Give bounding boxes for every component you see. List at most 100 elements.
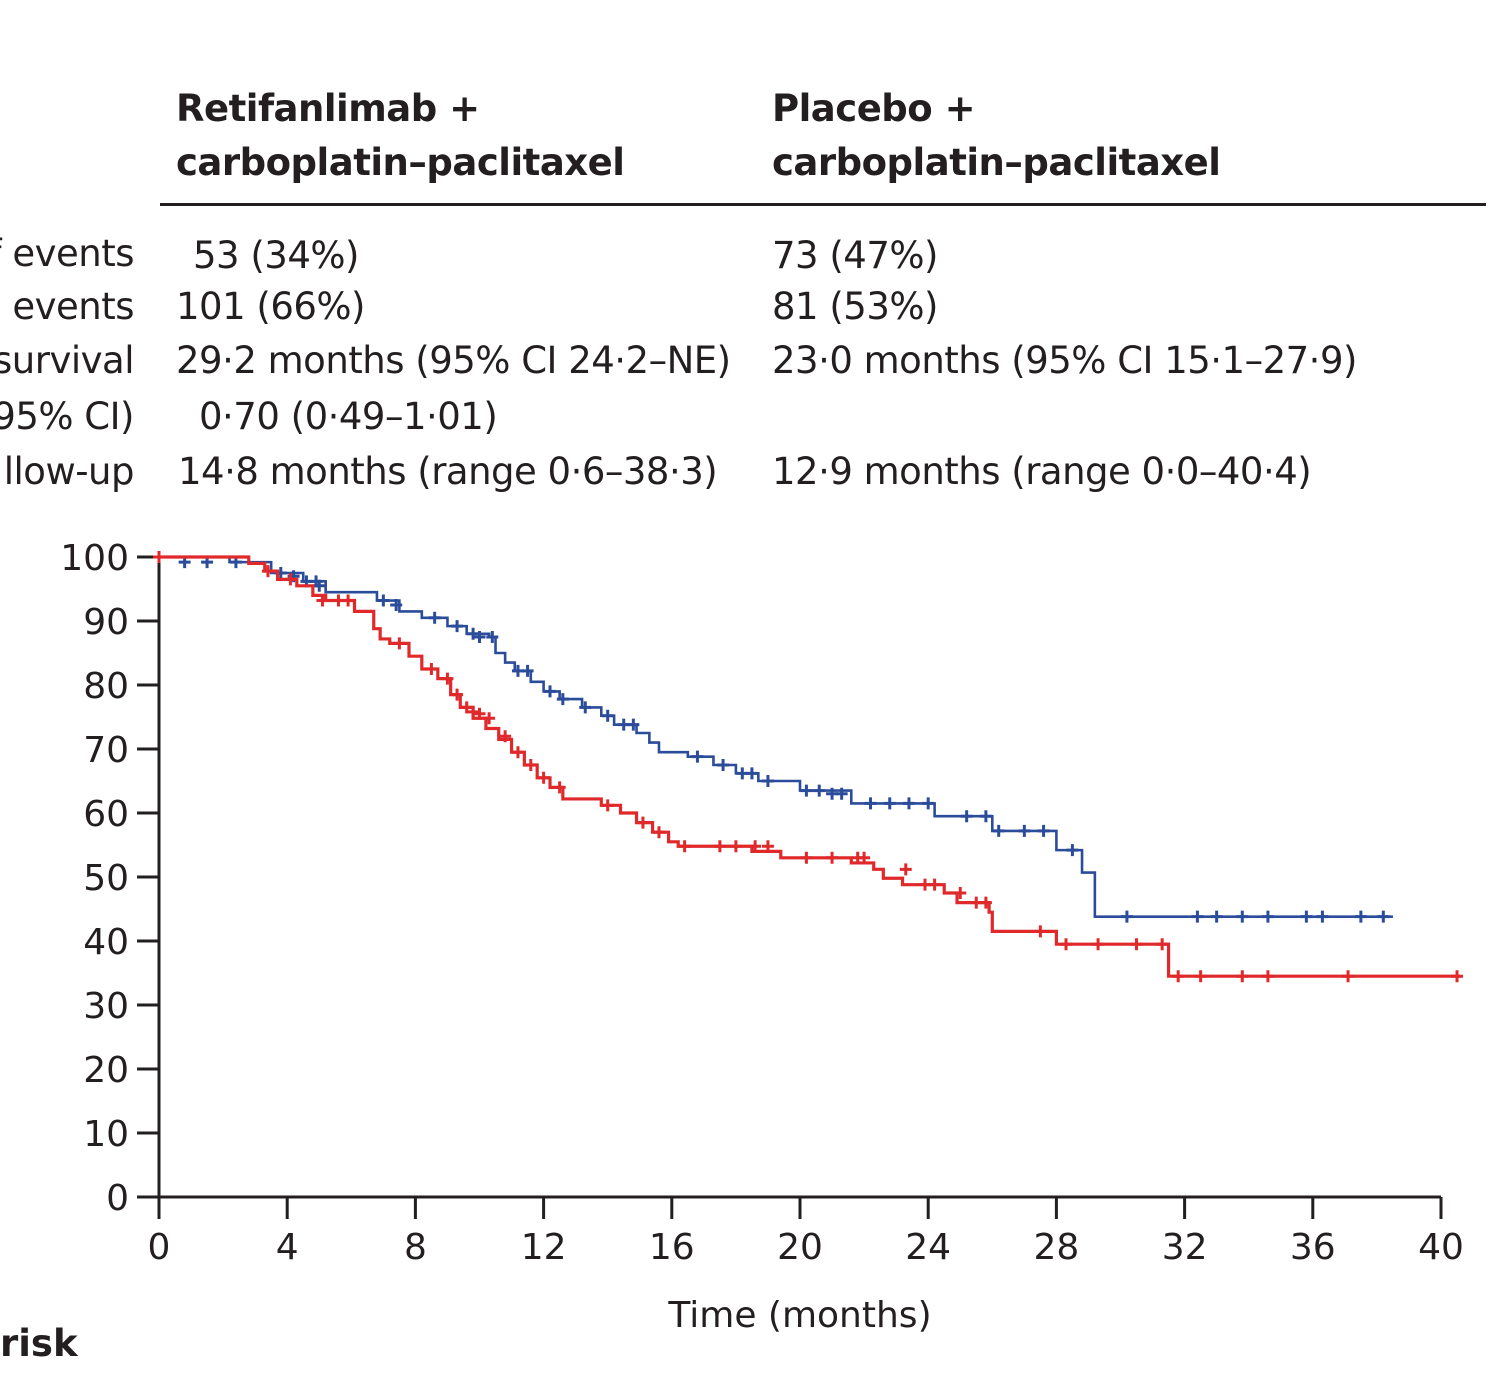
censor-mark-placebo-25 xyxy=(749,840,762,853)
censor-mark-retifanlimab-14 xyxy=(473,631,486,643)
row-label-survival: survival xyxy=(0,339,134,382)
censor-mark-placebo-40 xyxy=(1130,938,1143,951)
row-survival-placebo: 23·0 months (95% CI 15·1–27·9) xyxy=(772,339,1357,382)
column-header-placebo: Placebo + carboplatin–paclitaxel xyxy=(772,82,1221,190)
censor-mark-retifanlimab-9 xyxy=(377,594,390,607)
y-tick-label-0: 0 xyxy=(106,1178,129,1219)
censor-mark-retifanlimab-46 xyxy=(1236,910,1249,923)
censor-mark-retifanlimab-33 xyxy=(864,797,877,810)
censor-mark-placebo-1 xyxy=(261,565,274,578)
censor-mark-placebo-31 xyxy=(899,863,912,876)
row-events-retifanlimab: 53 (34%) xyxy=(193,234,359,277)
censor-mark-retifanlimab-17 xyxy=(521,664,534,677)
censor-mark-retifanlimab-34 xyxy=(883,797,896,810)
censor-mark-placebo-30 xyxy=(858,851,871,864)
y-tick-label-50: 50 xyxy=(83,858,129,899)
censor-mark-retifanlimab-30 xyxy=(813,784,826,797)
row-events-placebo: 73 (47%) xyxy=(772,234,938,277)
y-tick-label-60: 60 xyxy=(83,794,129,835)
censor-mark-placebo-16 xyxy=(524,759,537,771)
censor-mark-retifanlimab-15 xyxy=(486,631,499,643)
censor-mark-placebo-41 xyxy=(1156,938,1169,951)
row-label-events: f events xyxy=(0,232,135,275)
censor-mark-placebo-24 xyxy=(729,840,742,853)
x-axis-label: Time (months) xyxy=(667,1295,931,1336)
censor-mark-retifanlimab-43 xyxy=(1120,910,1133,923)
row-follow-up-placebo: 12·9 months (range 0·0–40·4) xyxy=(772,450,1312,493)
censor-mark-placebo-11 xyxy=(467,705,480,718)
y-tick-label-20: 20 xyxy=(83,1050,129,1091)
column-header-placebo-line1: Placebo + xyxy=(772,87,976,130)
censor-mark-placebo-9 xyxy=(451,688,464,701)
row-label-follow-up: llow-up xyxy=(3,450,135,493)
y-tick-label-80: 80 xyxy=(83,666,129,707)
censor-mark-placebo-37 xyxy=(1034,925,1047,938)
censor-mark-retifanlimab-39 xyxy=(992,824,1005,837)
x-tick-label-20: 20 xyxy=(777,1227,823,1268)
at-risk-label: risk xyxy=(0,1322,78,1365)
censor-mark-retifanlimab-10 xyxy=(390,599,403,611)
censor-mark-placebo-0 xyxy=(153,551,165,563)
y-tick-label-90: 90 xyxy=(83,602,129,643)
censor-mark-placebo-39 xyxy=(1092,938,1105,951)
censor-mark-placebo-42 xyxy=(1172,970,1185,983)
censor-mark-retifanlimab-21 xyxy=(601,709,614,722)
censor-mark-retifanlimab-38 xyxy=(979,810,992,823)
y-tick-label-70: 70 xyxy=(83,730,129,771)
censor-mark-placebo-2 xyxy=(284,573,297,586)
column-header-retifanlimab: Retifanlimab + carboplatin–paclitaxel xyxy=(176,82,625,190)
censor-mark-placebo-3 xyxy=(316,594,329,607)
censor-mark-placebo-12 xyxy=(473,707,486,720)
series-line-placebo xyxy=(159,555,1461,978)
censor-mark-retifanlimab-42 xyxy=(1066,844,1079,857)
censor-mark-retifanlimab-44 xyxy=(1191,910,1204,923)
censor-mark-placebo-22 xyxy=(678,840,691,853)
censor-mark-placebo-47 xyxy=(1451,970,1464,983)
censor-mark-placebo-19 xyxy=(601,799,614,812)
censor-mark-placebo-23 xyxy=(713,840,726,853)
censor-mark-placebo-6 xyxy=(393,637,406,650)
censor-mark-placebo-44 xyxy=(1236,970,1249,983)
censor-mark-placebo-46 xyxy=(1342,970,1355,983)
row-label-censored: d events xyxy=(0,285,134,328)
row-follow-up-retifanlimab: 14·8 months (range 0·6–38·3) xyxy=(178,450,718,493)
censor-mark-retifanlimab-48 xyxy=(1300,910,1313,923)
column-header-retifanlimab-line2: carboplatin–paclitaxel xyxy=(176,141,625,184)
censor-mark-retifanlimab-11 xyxy=(428,611,441,624)
censor-mark-retifanlimab-36 xyxy=(922,797,935,810)
censor-mark-placebo-45 xyxy=(1261,970,1274,983)
y-tick-label-30: 30 xyxy=(83,986,129,1027)
censor-mark-retifanlimab-32 xyxy=(835,787,848,800)
censor-mark-placebo-8 xyxy=(441,672,454,685)
column-header-placebo-line2: carboplatin–paclitaxel xyxy=(772,141,1221,184)
censor-mark-placebo-33 xyxy=(928,878,941,891)
x-tick-label-24: 24 xyxy=(905,1227,951,1268)
censor-mark-placebo-18 xyxy=(553,781,566,794)
censor-mark-placebo-20 xyxy=(636,816,649,829)
censor-mark-retifanlimab-8 xyxy=(313,579,326,592)
x-tick-label-8: 8 xyxy=(404,1227,427,1268)
censor-mark-retifanlimab-49 xyxy=(1316,910,1329,923)
censor-mark-retifanlimab-35 xyxy=(902,797,915,810)
row-censored-placebo: 81 (53%) xyxy=(772,285,938,328)
censor-mark-placebo-36 xyxy=(979,896,992,909)
censor-mark-retifanlimab-47 xyxy=(1261,910,1274,923)
censor-mark-retifanlimab-12 xyxy=(451,620,464,633)
censor-mark-retifanlimab-40 xyxy=(1018,824,1031,837)
x-tick-label-32: 32 xyxy=(1162,1227,1208,1268)
censor-mark-retifanlimab-29 xyxy=(800,784,813,797)
censor-mark-retifanlimab-24 xyxy=(691,750,704,763)
censor-mark-retifanlimab-51 xyxy=(1377,910,1390,923)
x-tick-label-4: 4 xyxy=(276,1227,299,1268)
y-tick-label-40: 40 xyxy=(83,922,129,963)
censor-mark-placebo-10 xyxy=(460,701,473,714)
censor-mark-placebo-28 xyxy=(826,851,839,864)
column-header-retifanlimab-line1: Retifanlimab + xyxy=(176,87,480,130)
censor-mark-retifanlimab-25 xyxy=(717,759,730,771)
censor-mark-placebo-17 xyxy=(537,771,550,784)
y-tick-label-100: 100 xyxy=(60,538,129,579)
censor-mark-retifanlimab-19 xyxy=(556,693,569,706)
x-tick-label-28: 28 xyxy=(1033,1227,1079,1268)
table-header-rule xyxy=(160,203,1486,206)
